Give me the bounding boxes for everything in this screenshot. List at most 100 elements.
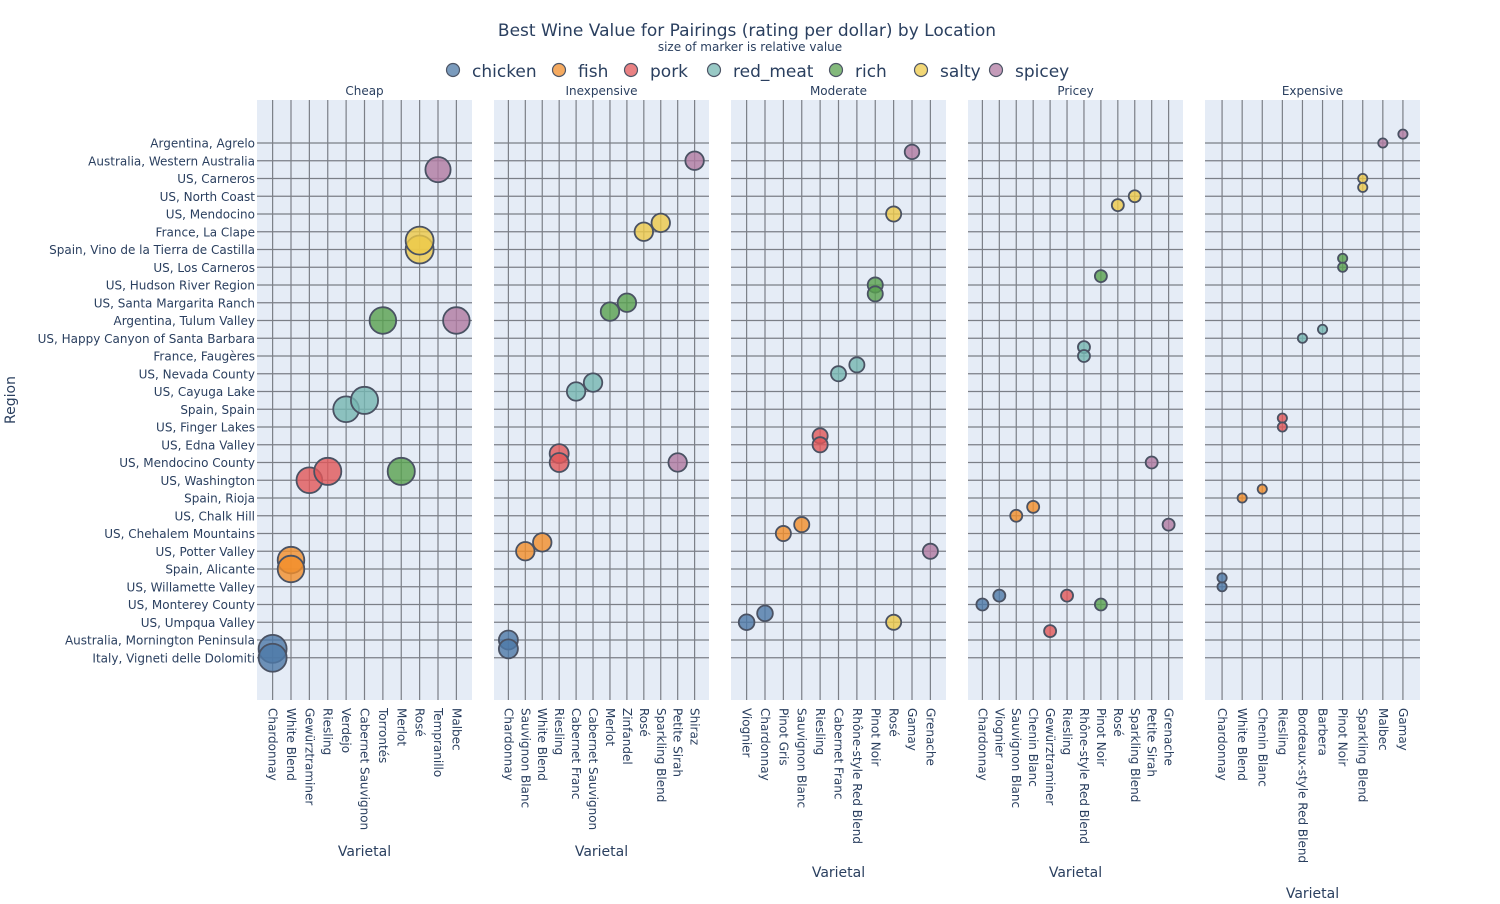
marker-fish-sauvignon-blanc[interactable] [515,541,536,562]
legend-label-salty: salty [940,62,981,82]
marker-chicken-chardonnay[interactable] [975,597,990,612]
marker-chicken-chardonnay[interactable] [1216,572,1228,584]
marker-chicken-chardonnay[interactable] [1216,581,1228,593]
marker-rich-pinot-noir[interactable] [1337,252,1349,264]
x-tick-chenin-blanc: Chenin Blanc [1255,708,1269,787]
y-tick-us-monterey-county: US, Monterey County [128,598,255,612]
marker-spicey-petite-sirah[interactable] [667,452,688,473]
marker-pork-riesling[interactable] [1060,588,1074,603]
marker-pork-riesling[interactable] [811,436,829,454]
marker-rich-pinot-noir[interactable] [1093,269,1108,284]
marker-salty-rose[interactable] [633,221,654,242]
marker-fish-white-blend[interactable] [1236,492,1248,504]
marker-pork-riesling[interactable] [1276,421,1288,433]
marker-red-meat-cabernet-sauvignon[interactable] [350,385,379,415]
marker-rich-merlot[interactable] [386,456,416,486]
marker-pork-riesling[interactable] [548,452,570,473]
marker-salty-rose[interactable] [885,205,903,223]
marker-salty-sparkling-blend[interactable] [1357,172,1369,185]
marker-spicey-tempranillo[interactable] [424,156,452,184]
marker-salty-rose[interactable] [885,613,903,631]
y-tick-spain-rioja: Spain, Rioja [184,492,255,506]
x-tick-gamay: Gamay [1396,708,1410,751]
legend-item-fish[interactable]: fish [551,62,609,82]
marker-rich-zinfandel[interactable] [616,292,638,313]
marker-red-meat-rhone-style-red-blend[interactable] [848,356,866,374]
marker-red-meat-cabernet-franc[interactable] [830,365,847,383]
legend: chicken fish pork red_meat rich salty spicey [445,62,1070,82]
y-tick-us-edna-valley: US, Edna Valley [161,438,255,452]
x-tick-rhone-style-red-blend: Rhône-style Red Blend [850,708,864,844]
marker-red-meat-bordeaux-style-red-blend[interactable] [1296,332,1308,344]
marker-chicken-viognier[interactable] [737,613,756,631]
marker-spicey-shiraz[interactable] [684,150,705,171]
x-tick-pinot-noir: Pinot Noir [868,708,882,766]
y-tick-spain-spain: Spain, Spain [180,403,255,417]
legend-item-pork[interactable]: pork [623,62,689,82]
marker-pork-gewurztraminer[interactable] [1043,624,1058,639]
marker-chicken-chardonnay[interactable] [257,642,288,673]
x-axis-title: Varietal [1049,865,1102,881]
marker-fish-chenin-blanc[interactable] [1256,483,1268,495]
legend-marker-spicey [988,62,1004,78]
x-tick-sparkling-blend: Sparkling Blend [1356,708,1370,802]
marker-rich-pinot-noir[interactable] [866,285,884,303]
marker-spicey-malbec[interactable] [442,306,471,335]
marker-salty-sparkling-blend[interactable] [1127,189,1142,204]
x-tick-sparkling-blend: Sparkling Blend [1128,708,1142,802]
legend-marker-red-meat [706,62,722,78]
marker-spicey-grenache[interactable] [921,542,939,560]
marker-chicken-viognier[interactable] [992,588,1007,603]
y-tick-us-cayuga-lake: US, Cayuga Lake [154,385,255,399]
marker-spicey-malbec[interactable] [1377,137,1389,149]
legend-item-spicey[interactable]: spicey [988,62,1070,82]
x-tick-malbec: Malbec [1376,708,1390,751]
legend-label-fish: fish [578,62,608,82]
x-tick-merlot: Merlot [394,708,408,746]
marker-red-meat-cabernet-sauvignon[interactable] [582,372,604,393]
y-axis-title: Region [3,376,19,424]
x-axis-title: Varietal [338,844,391,860]
x-tick-gewurztraminer: Gewürztraminer [302,708,316,805]
y-tick-us-finger-lakes: US, Finger Lakes [156,421,255,435]
marker-salty-sparkling-blend[interactable] [650,212,671,234]
marker-rich-merlot[interactable] [599,301,621,322]
marker-rich-pinot-noir[interactable] [1337,261,1349,273]
marker-fish-white-blend[interactable] [532,532,553,553]
marker-spicey-grenache[interactable] [1161,517,1176,532]
y-tick-france-la-clape: France, La Clape [156,225,255,239]
marker-fish-chenin-blanc[interactable] [1026,499,1041,514]
marker-pork-riesling[interactable] [313,456,343,486]
marker-fish-white-blend[interactable] [276,554,306,584]
panel-title-inexpensive: Inexpensive [565,84,637,98]
x-tick-zinfandel: Zinfandel [620,708,634,765]
marker-fish-pinot-gris[interactable] [774,525,792,542]
marker-chicken-chardonnay[interactable] [756,604,774,623]
marker-pork-riesling[interactable] [1276,412,1288,424]
marker-fish-sauvignon-blanc[interactable] [1009,508,1024,523]
marker-spicey-gamay[interactable] [903,143,921,161]
x-tick-verdejo: Verdejo [339,708,353,753]
panels: Cheap Chardonnay White Blend Gewürztraminer… [38,84,1420,902]
legend-item-salty[interactable]: salty [913,62,981,82]
y-tick-us-carneros: US, Carneros [177,172,255,186]
marker-salty-sparkling-blend[interactable] [1357,181,1369,193]
x-tick-chardonnay: Chardonnay [1215,708,1229,781]
marker-spicey-gamay[interactable] [1397,128,1409,140]
chart-title: Best Wine Value for Pairings (rating per… [498,21,996,41]
marker-rich-pinot-noir[interactable] [1093,597,1108,612]
marker-salty-rose[interactable] [1110,198,1125,213]
legend-item-red-meat[interactable]: red_meat [706,62,814,82]
marker-fish-sauvignon-blanc[interactable] [793,516,811,534]
x-tick-riesling: Riesling [813,708,827,755]
marker-red-meat-barbera[interactable] [1317,323,1329,335]
marker-red-meat-rhone-style-red-blend[interactable] [1077,349,1091,363]
marker-rich-torrontes[interactable] [368,306,398,335]
legend-item-rich[interactable]: rich [828,62,887,82]
x-tick-torrontes: Torrontés [376,707,390,763]
legend-item-chicken[interactable]: chicken [445,62,537,82]
marker-salty-rose[interactable] [404,225,435,256]
marker-spicey-petite-sirah[interactable] [1144,455,1159,470]
marker-chicken-chardonnay[interactable] [497,638,519,660]
marker-red-meat-cabernet-franc[interactable] [565,381,587,402]
